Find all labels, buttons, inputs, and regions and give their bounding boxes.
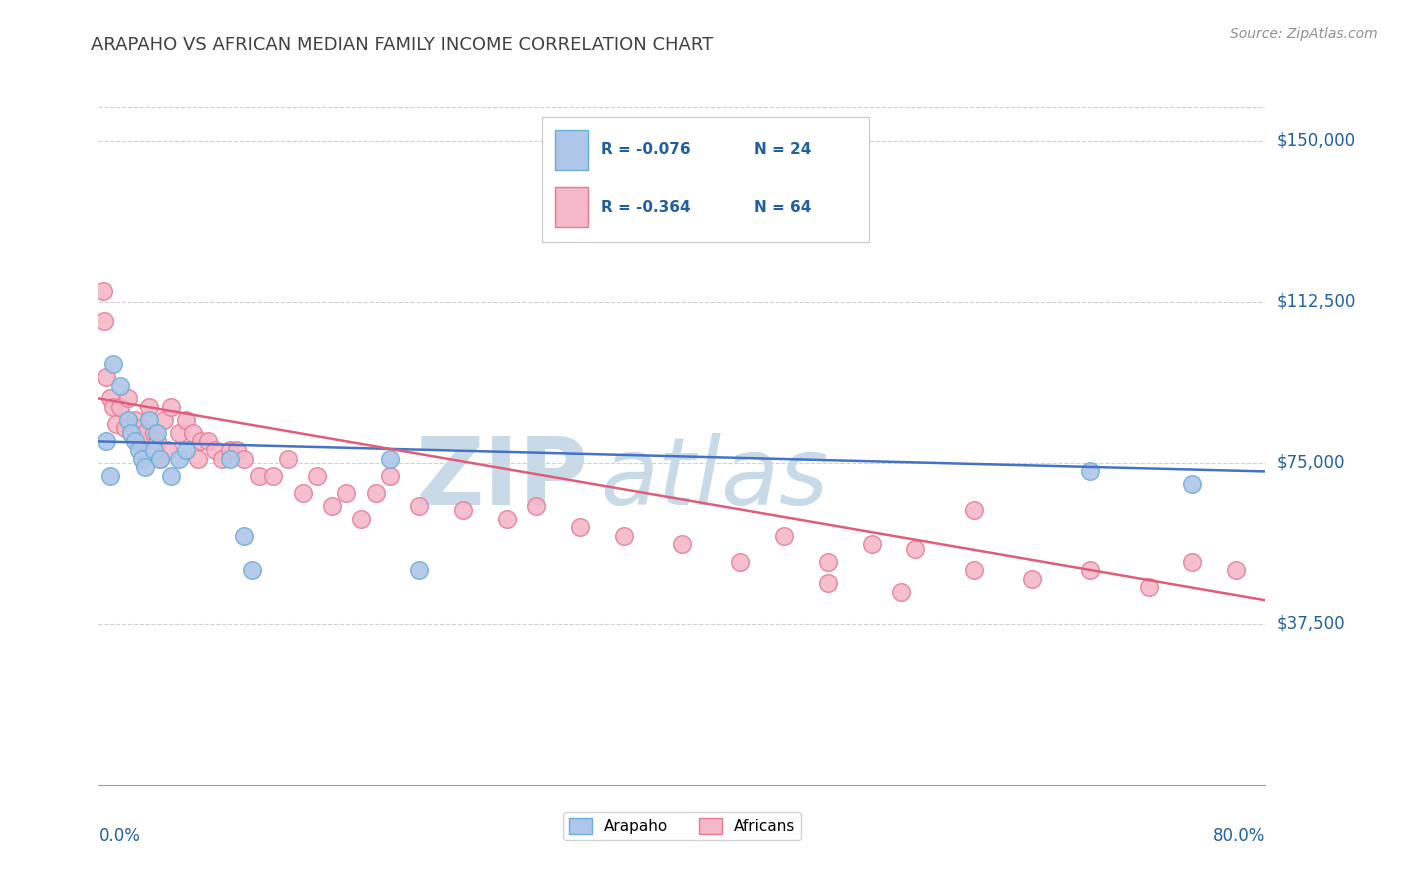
Point [117, 392, 139, 406]
Point [138, 413, 160, 427]
Point [962, 563, 984, 577]
Text: ZIP: ZIP [416, 433, 589, 524]
Point [134, 460, 156, 475]
Point [98, 392, 121, 406]
Point [110, 400, 132, 414]
Point [117, 413, 139, 427]
Point [204, 442, 226, 457]
Point [181, 425, 204, 440]
Point [94, 370, 117, 384]
Point [146, 434, 169, 449]
Text: $112,500: $112,500 [1277, 293, 1355, 310]
Point [101, 357, 124, 371]
Text: $75,000: $75,000 [1277, 454, 1346, 472]
Point [240, 563, 263, 577]
Point [110, 378, 132, 392]
Point [160, 400, 183, 414]
Point [128, 442, 150, 457]
Text: $150,000: $150,000 [1277, 132, 1355, 150]
Point [1021, 572, 1043, 586]
Point [160, 468, 183, 483]
Point [114, 421, 136, 435]
Point [321, 499, 343, 513]
Point [364, 486, 387, 500]
Point [174, 442, 197, 457]
Point [408, 499, 430, 513]
Point [187, 451, 209, 466]
Point [307, 468, 329, 483]
Point [226, 442, 249, 457]
Point [149, 451, 172, 466]
Point [127, 434, 149, 449]
Point [131, 451, 153, 466]
Point [904, 541, 927, 556]
Point [817, 576, 839, 591]
Point [134, 425, 156, 440]
Point [350, 511, 373, 525]
Point [1181, 555, 1204, 569]
Point [730, 555, 752, 569]
Point [190, 434, 212, 449]
Point [291, 486, 314, 500]
Point [138, 400, 160, 414]
Legend: Arapaho, Africans: Arapaho, Africans [562, 812, 801, 840]
Point [568, 520, 591, 534]
Point [524, 499, 547, 513]
Point [94, 434, 117, 449]
Point [142, 425, 165, 440]
Point [1181, 477, 1204, 491]
Point [247, 468, 270, 483]
Point [142, 442, 165, 457]
Point [167, 451, 190, 466]
Point [120, 425, 142, 440]
Point [157, 442, 180, 457]
Point [211, 451, 233, 466]
Point [218, 442, 240, 457]
Point [335, 486, 357, 500]
Point [167, 425, 190, 440]
Point [380, 468, 402, 483]
Point [131, 434, 153, 449]
Text: atlas: atlas [600, 434, 828, 524]
Point [124, 434, 146, 449]
Text: 0.0%: 0.0% [98, 827, 141, 845]
Point [120, 425, 142, 440]
Point [93, 314, 115, 328]
Point [671, 537, 693, 551]
Point [817, 555, 839, 569]
Point [197, 434, 219, 449]
Point [380, 451, 402, 466]
Point [451, 503, 474, 517]
Point [1137, 581, 1160, 595]
Point [962, 503, 984, 517]
Point [153, 413, 176, 427]
Point [104, 417, 127, 432]
Point [612, 529, 634, 543]
Point [101, 400, 124, 414]
Point [149, 451, 172, 466]
Point [496, 511, 519, 525]
Point [860, 537, 883, 551]
Text: ARAPAHO VS AFRICAN MEDIAN FAMILY INCOME CORRELATION CHART: ARAPAHO VS AFRICAN MEDIAN FAMILY INCOME … [91, 36, 714, 54]
Point [174, 413, 197, 427]
Point [98, 468, 121, 483]
Text: $37,500: $37,500 [1277, 615, 1346, 633]
Point [1080, 563, 1102, 577]
Point [124, 413, 146, 427]
Point [1225, 563, 1247, 577]
Point [773, 529, 796, 543]
Point [277, 451, 299, 466]
Text: Source: ZipAtlas.com: Source: ZipAtlas.com [1230, 27, 1378, 41]
Point [91, 284, 114, 298]
Text: 80.0%: 80.0% [1213, 827, 1265, 845]
Point [218, 451, 240, 466]
Point [262, 468, 284, 483]
Point [233, 529, 256, 543]
Point [233, 451, 256, 466]
Point [408, 563, 430, 577]
Point [146, 425, 169, 440]
Point [1080, 465, 1102, 479]
Point [129, 421, 152, 435]
Point [890, 584, 912, 599]
